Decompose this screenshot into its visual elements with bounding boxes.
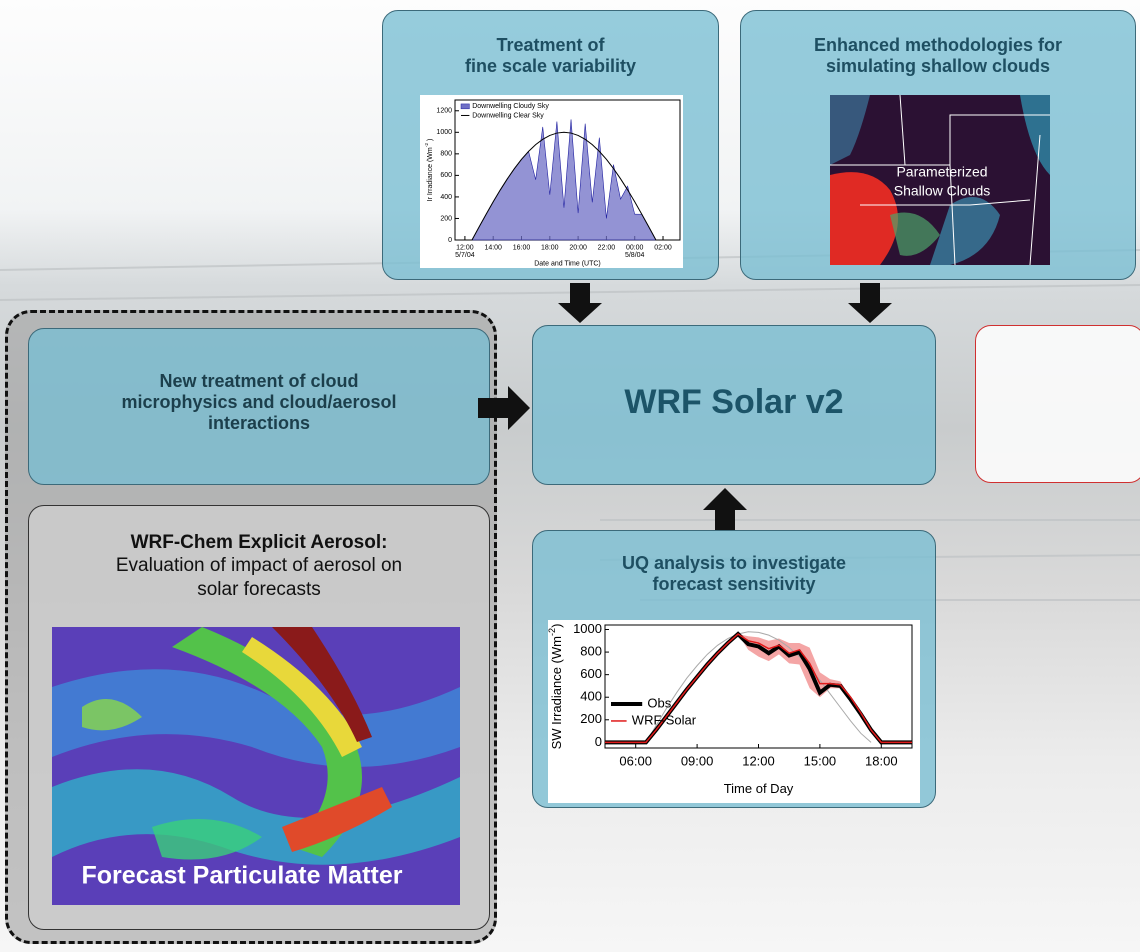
y-axis-label: Ir Irradiance (Wm-2 ) [424, 139, 433, 202]
x-tick-label: 18:00 [865, 754, 898, 769]
legend-swatch [461, 104, 469, 109]
x-tick-label: 12:00 [456, 245, 474, 252]
arrows [478, 283, 892, 530]
x-tick-label: 22:00 [598, 245, 616, 252]
y-tick-label: 1000 [573, 621, 602, 636]
x-tick-label: 16:00 [513, 245, 531, 252]
x-tick-label: 18:00 [541, 245, 559, 252]
y-tick-label: 1000 [436, 129, 452, 136]
x-tick-label: 12:00 [742, 754, 775, 769]
y-tick-label: 600 [580, 666, 602, 681]
x-axis-label: Time of Day [724, 781, 794, 796]
y-tick-label: 400 [440, 194, 452, 201]
x-tick-label: 20:00 [569, 245, 587, 252]
page: Treatment of fine scale variability Enha… [0, 0, 1140, 952]
chart-background [548, 620, 920, 803]
y-axis-label-part: SW Irradiance (Wm [550, 636, 565, 749]
y-axis-label-part: Ir Irradiance (Wm [427, 147, 434, 201]
y-axis-label-part: ) [550, 624, 565, 628]
y-tick-label: 200 [440, 215, 452, 222]
y-tick-label: 1200 [436, 108, 452, 115]
y-tick-label: 0 [448, 237, 452, 244]
y-tick-label: 800 [580, 644, 602, 659]
x-tick-label: 00:00 [626, 245, 644, 252]
y-axis-label: SW Irradiance (Wm-2) [547, 624, 564, 750]
y-axis-label-part: ) [427, 139, 434, 143]
date-label: 5/8/04 [625, 252, 645, 259]
y-tick-label: 400 [580, 689, 602, 704]
legend-label: WRF-Solar [632, 712, 697, 727]
x-tick-label: 06:00 [619, 754, 652, 769]
legend-label: Downwelling Cloudy Sky [472, 103, 549, 110]
y-tick-label: 600 [440, 172, 452, 179]
date-label: 5/7/04 [455, 252, 475, 259]
charts-layer: 0 200 400 600 800 1000 1200 12:00 14:00 16:00 18:0… [0, 0, 1140, 952]
y-axis-label-part: -2 [547, 628, 557, 636]
x-tick-label: 14:00 [484, 245, 502, 252]
legend-label: Downwelling Clear Sky [472, 112, 544, 119]
y-tick-label: 0 [595, 734, 602, 749]
legend-label: Obs [647, 695, 671, 710]
x-tick-label: 02:00 [654, 245, 672, 252]
x-tick-label: 15:00 [804, 754, 837, 769]
x-axis-label: Date and Time (UTC) [534, 261, 601, 268]
x-tick-label: 09:00 [681, 754, 714, 769]
y-tick-label: 200 [580, 711, 602, 726]
y-tick-label: 800 [440, 151, 452, 158]
